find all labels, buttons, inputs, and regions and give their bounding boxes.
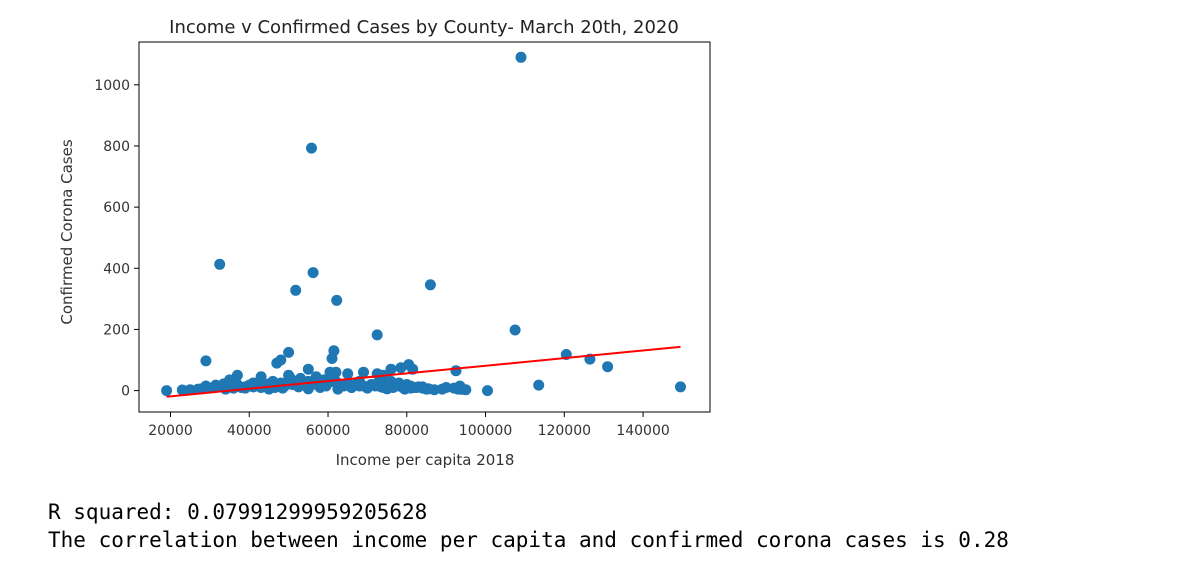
data-point [358,366,369,378]
data-point [283,346,295,358]
data-point [371,329,383,341]
data-point [200,355,212,367]
correlation-output: The correlation between income per capit… [48,528,1009,552]
data-point [515,51,527,63]
data-point [275,354,287,366]
data-point [422,383,434,395]
data-point [602,361,614,373]
data-point [331,294,343,306]
data-point [302,383,314,395]
data-point [533,379,545,391]
data-point [255,371,267,383]
data-point [184,384,196,396]
y-tick-label: 0 [121,384,130,400]
x-tick-label: 60000 [306,423,351,439]
data-point [200,380,212,392]
data-point [342,368,354,380]
x-tick-label: 120000 [538,423,591,439]
data-point [385,363,397,375]
x-tick-label: 100000 [459,423,512,439]
data-point [454,380,466,392]
y-axis-label: Confirmed Corona Cases [58,139,76,324]
data-point [302,363,314,375]
x-tick-label: 40000 [227,423,272,439]
data-point [450,365,462,377]
data-point [307,267,319,279]
x-tick-label: 80000 [385,423,430,439]
data-point [247,381,259,393]
chart-title: Income v Confirmed Cases by County- Marc… [169,17,679,38]
chart-marks [161,51,686,397]
y-tick-label: 800 [103,139,130,155]
y-tick-label: 1000 [94,78,130,94]
scatter-chart: Income v Confirmed Cases by County- Marc… [58,17,711,469]
x-tick-label: 20000 [148,423,193,439]
regression-line [166,345,681,398]
x-axis-label: Income per capita 2018 [336,451,515,469]
data-point [161,385,173,397]
data-point [306,142,317,154]
x-tick-label: 140000 [616,423,669,439]
y-tick-label: 400 [103,261,130,277]
r-squared-output: R squared: 0.07991299959205628 [48,500,428,524]
data-point [509,324,521,336]
data-point [482,385,493,397]
x-axis: 20000 40000 60000 80000 100000 120000 140000 [148,412,670,439]
data-point [214,258,226,270]
y-axis: 0 200 400 600 800 1000 [94,78,139,400]
plot-frame [138,41,711,413]
regression-line-group [166,345,681,398]
y-tick-label: 200 [103,322,130,338]
data-point [176,384,188,396]
data-point [290,284,302,296]
y-tick-label: 600 [103,200,130,216]
data-point [330,366,342,378]
data-point [231,369,243,381]
data-point [424,279,436,291]
data-point [675,381,686,393]
data-point [328,345,340,357]
data-point [283,369,295,381]
